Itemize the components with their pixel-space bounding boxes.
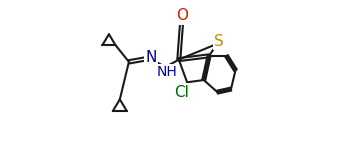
Text: N: N: [145, 50, 157, 65]
Text: O: O: [176, 8, 188, 23]
Text: NH: NH: [157, 65, 178, 79]
Text: Cl: Cl: [174, 85, 189, 100]
Text: S: S: [214, 34, 224, 49]
